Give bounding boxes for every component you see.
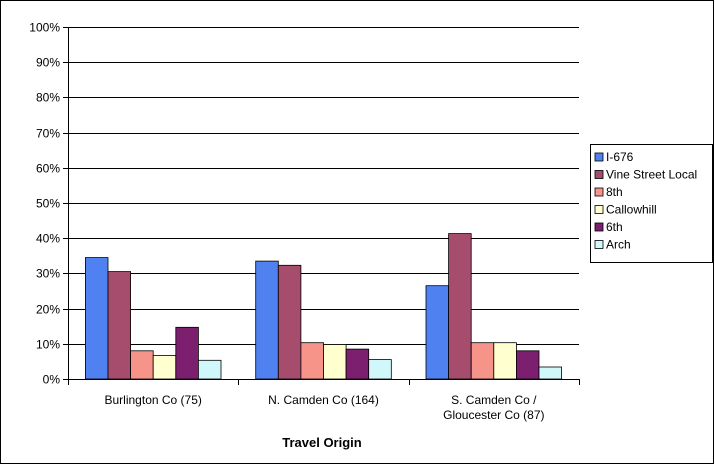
legend-swatch: [594, 187, 604, 197]
y-tick-label: 20%: [36, 303, 60, 317]
legend-label: I-676: [606, 150, 634, 164]
y-axis-ticks: 0% 10% 20% 30% 40% 50% 60% 70% 80% 90% 100%: [29, 21, 68, 387]
legend-swatch: [594, 205, 604, 214]
x-category-label: Gloucester Co (87): [443, 408, 544, 422]
legend-swatch: [594, 240, 604, 249]
legend-label: Vine Street Local: [606, 168, 697, 182]
bar-vine-street-local: [277, 264, 302, 380]
legend-label: Arch: [606, 238, 631, 252]
bar-6th: [516, 350, 540, 380]
legend: I-676 Vine Street Local 8th Callowhill 6th Ar…: [590, 144, 713, 263]
bar-i-676: [85, 257, 109, 380]
y-tick-label: 60%: [36, 162, 60, 176]
legend-box: [590, 144, 713, 263]
legend-label: 8th: [606, 185, 623, 199]
bar-8th: [130, 350, 154, 380]
axes: [68, 27, 579, 380]
y-tick-label: 70%: [36, 127, 60, 141]
bar-arch: [197, 359, 222, 380]
bar-i-676: [425, 285, 450, 380]
y-tick-label: 90%: [36, 56, 60, 70]
legend-swatch: [594, 170, 604, 179]
legend-swatch: [594, 222, 604, 232]
legend-label: Callowhill: [606, 203, 657, 217]
y-tick-label: 30%: [36, 267, 60, 281]
bar-arch: [368, 359, 392, 380]
y-tick-label: 80%: [36, 91, 60, 105]
x-category-label: S. Camden Co /: [451, 393, 537, 407]
y-tick-label: 40%: [36, 232, 60, 246]
x-category-label: Burlington Co (75): [105, 393, 202, 407]
bar-vine-street-local: [448, 233, 472, 380]
bars: [85, 233, 563, 380]
y-tick-label: 0%: [43, 373, 61, 387]
bar-8th: [470, 342, 495, 380]
legend-swatch: [594, 152, 604, 162]
gridlines: [68, 27, 579, 345]
bar-callowhill: [152, 354, 177, 380]
bar-vine-street-local: [107, 271, 132, 380]
bar-6th: [345, 348, 370, 380]
bar-6th: [175, 326, 199, 380]
legend-label: 6th: [606, 220, 623, 234]
y-tick-label: 10%: [36, 338, 60, 352]
bar-callowhill: [323, 344, 347, 380]
bar-i-676: [255, 260, 279, 380]
x-axis-title: Travel Origin: [282, 435, 362, 450]
y-tick-label: 100%: [29, 21, 60, 35]
x-category-label: N. Camden Co (164): [268, 393, 379, 407]
x-axis-categories: Burlington Co (75) N. Camden Co (164) S. C…: [68, 379, 580, 422]
bar-8th: [300, 342, 324, 380]
y-tick-label: 50%: [36, 197, 60, 211]
bar-arch: [538, 366, 563, 380]
bar-callowhill: [493, 342, 517, 380]
